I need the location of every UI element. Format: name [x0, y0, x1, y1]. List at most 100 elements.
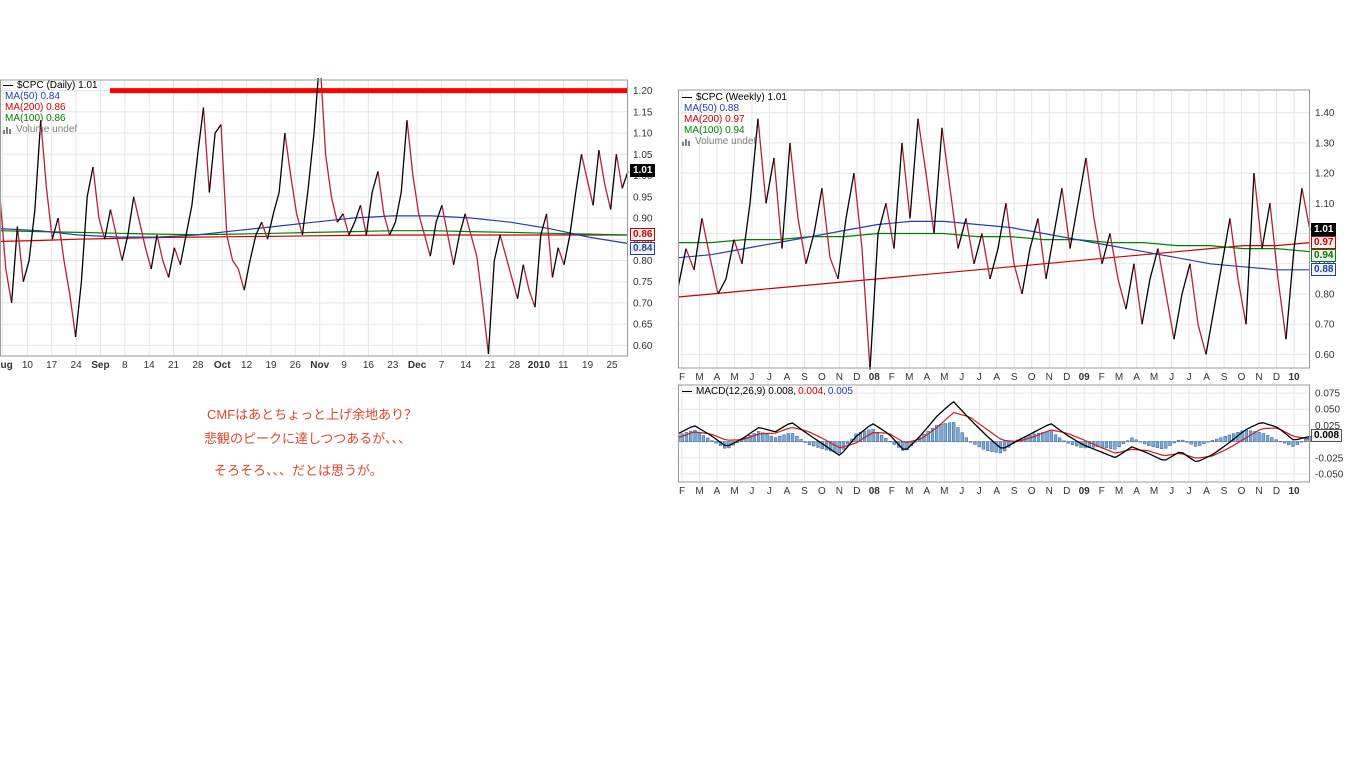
weekly-ma200-label: MA(200) 0.97 — [684, 114, 745, 125]
svg-text:14: 14 — [144, 360, 156, 371]
svg-text:0.90: 0.90 — [633, 214, 653, 225]
svg-text:D: D — [1063, 372, 1070, 383]
svg-text:O: O — [1238, 486, 1246, 497]
volume-icon — [682, 138, 690, 146]
svg-text:0.60: 0.60 — [633, 341, 653, 352]
svg-text:-0.050: -0.050 — [1315, 469, 1344, 480]
macd-hist-value-label: 0.005 — [827, 386, 853, 397]
weekly-chart-plot: 1.401.301.201.101.000.900.800.700.60FMAM… — [677, 88, 1366, 393]
svg-text:M: M — [905, 486, 913, 497]
svg-text:08: 08 — [869, 372, 881, 383]
svg-text:O: O — [1238, 372, 1246, 383]
svg-text:M: M — [1150, 486, 1158, 497]
weekly-last-price-tag: 1.01 — [1311, 223, 1337, 236]
annotation-line-3: そろそろ、、、だとは思うが。 — [214, 463, 383, 478]
svg-text:25: 25 — [606, 360, 618, 371]
svg-text:16: 16 — [363, 360, 375, 371]
svg-text:A: A — [1203, 372, 1210, 383]
svg-text:0.050: 0.050 — [1315, 405, 1340, 416]
weekly-ma50-tag: 0.88 — [1311, 263, 1337, 276]
svg-text:09: 09 — [1079, 372, 1091, 383]
weekly-volume-label: Volume undef — [695, 136, 757, 147]
svg-text:A: A — [993, 486, 1000, 497]
svg-text:24: 24 — [71, 360, 83, 371]
weekly-ma50-row: MA(50) 0.88 — [682, 103, 787, 114]
svg-text:09: 09 — [1079, 486, 1091, 497]
svg-text:21: 21 — [485, 360, 497, 371]
svg-text:S: S — [1011, 486, 1018, 497]
svg-text:0.75: 0.75 — [633, 277, 653, 288]
svg-text:J: J — [1187, 372, 1192, 383]
svg-text:J: J — [1169, 372, 1174, 383]
svg-text:O: O — [1028, 372, 1036, 383]
svg-text:M: M — [905, 372, 913, 383]
svg-text:19: 19 — [582, 360, 594, 371]
svg-text:8: 8 — [122, 360, 128, 371]
daily-symbol-row: $CPC (Daily) 1.01 — [3, 80, 98, 91]
svg-text:Aug: Aug — [0, 360, 13, 371]
svg-text:0.80: 0.80 — [633, 256, 653, 267]
svg-text:S: S — [801, 372, 808, 383]
svg-text:28: 28 — [509, 360, 521, 371]
svg-text:10: 10 — [1288, 372, 1300, 383]
svg-text:O: O — [818, 372, 826, 383]
svg-text:F: F — [889, 486, 895, 497]
svg-text:Nov: Nov — [310, 360, 329, 371]
weekly-ma100-row: MA(100) 0.94 — [682, 125, 787, 136]
svg-text:14: 14 — [460, 360, 472, 371]
daily-ma-lower-tag: 0.84 — [630, 242, 656, 255]
svg-text:1.10: 1.10 — [633, 129, 653, 140]
daily-ma-upper-tag: 0.86 — [630, 228, 656, 241]
svg-text:D: D — [853, 372, 860, 383]
svg-text:1.20: 1.20 — [1315, 169, 1335, 180]
svg-text:08: 08 — [869, 486, 881, 497]
svg-text:N: N — [836, 372, 843, 383]
weekly-symbol-row: $CPC (Weekly) 1.01 — [682, 92, 787, 103]
svg-text:19: 19 — [265, 360, 277, 371]
weekly-symbol-label: $CPC (Weekly) 1.01 — [696, 92, 787, 103]
svg-text:1.05: 1.05 — [633, 150, 653, 161]
svg-text:A: A — [923, 486, 930, 497]
weekly-ma100-tag: 0.94 — [1311, 249, 1337, 262]
line-swatch-icon — [3, 85, 13, 86]
svg-text:M: M — [1115, 486, 1123, 497]
svg-text:J: J — [767, 486, 772, 497]
svg-text:-0.025: -0.025 — [1315, 453, 1344, 464]
svg-text:17: 17 — [46, 360, 58, 371]
svg-text:A: A — [923, 372, 930, 383]
macd-chart-plot: 0.075 0.050 0.025 -0.025 -0.050 F M A M J J A S O N D 08… — [676, 383, 1366, 506]
svg-text:1.10: 1.10 — [1315, 199, 1335, 210]
svg-text:0.025: 0.025 — [1315, 421, 1340, 432]
svg-text:Oct: Oct — [214, 360, 231, 371]
svg-text:S: S — [801, 486, 808, 497]
svg-text:D: D — [1273, 372, 1280, 383]
svg-text:A: A — [784, 486, 791, 497]
svg-text:S: S — [1221, 486, 1228, 497]
daily-ma100-row: MA(100) 0.86 — [3, 113, 98, 124]
svg-text:J: J — [977, 486, 982, 497]
daily-ma200-label: MA(200) 0.86 — [5, 102, 66, 113]
weekly-volume-row: Volume undef — [682, 136, 787, 147]
svg-text:J: J — [977, 372, 982, 383]
svg-text:D: D — [853, 486, 860, 497]
svg-text:N: N — [1255, 486, 1262, 497]
svg-text:11: 11 — [558, 360, 569, 371]
svg-text:N: N — [836, 486, 843, 497]
svg-text:0.95: 0.95 — [633, 192, 653, 203]
svg-text:J: J — [767, 372, 772, 383]
svg-text:28: 28 — [192, 360, 204, 371]
svg-text:J: J — [749, 486, 754, 497]
svg-text:10: 10 — [22, 360, 34, 371]
svg-text:1.15: 1.15 — [633, 107, 653, 118]
weekly-ma200-tag: 0.97 — [1311, 236, 1337, 249]
svg-text:O: O — [1028, 486, 1036, 497]
daily-price-chart: 1.201.151.101.051.000.950.900.850.800.75… — [0, 56, 660, 378]
svg-text:F: F — [1099, 486, 1105, 497]
svg-text:S: S — [1011, 372, 1018, 383]
svg-text:M: M — [730, 486, 738, 497]
macd-last-value-tag: 0.008 — [1311, 429, 1343, 442]
svg-text:S: S — [1221, 372, 1228, 383]
daily-ma100-label: MA(100) 0.86 — [5, 113, 66, 124]
svg-text:2010: 2010 — [528, 360, 551, 371]
